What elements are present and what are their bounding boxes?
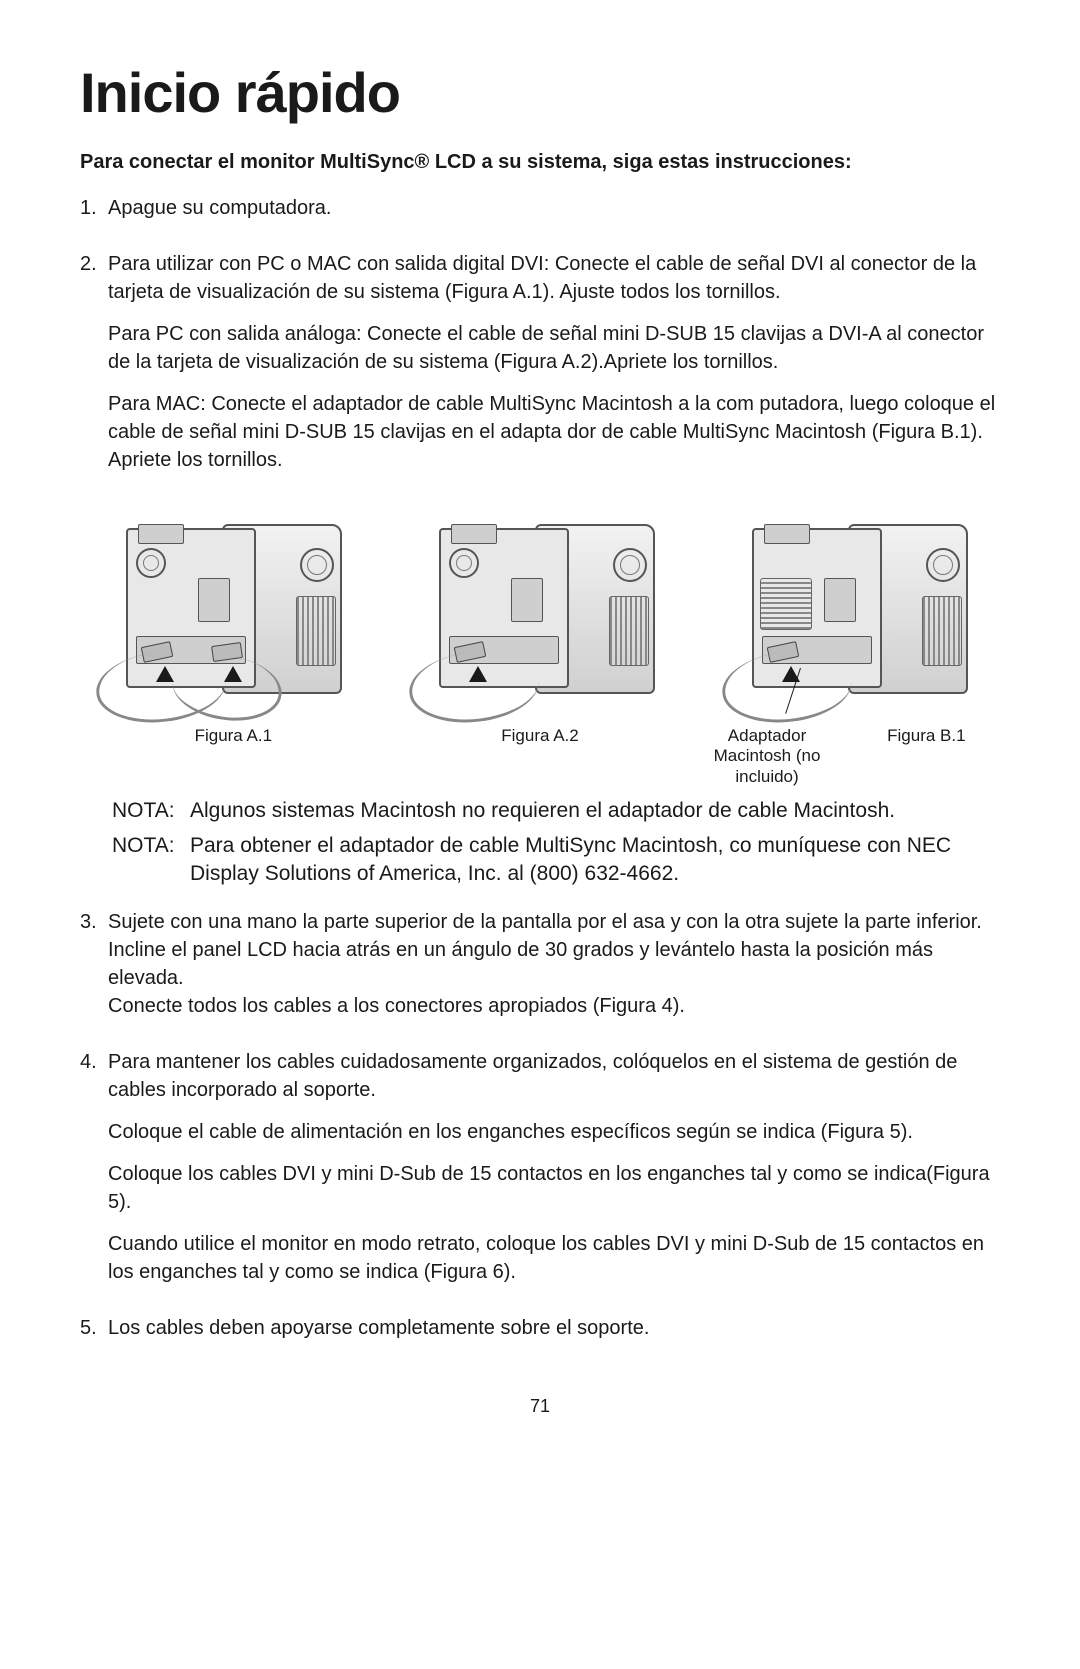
step-text: Para PC con salida análoga: Conecte el c… [108, 320, 1000, 376]
step-2: 2. Para utilizar con PC o MAC con salida… [80, 250, 1000, 488]
figure-a2 [393, 516, 686, 716]
note-label: NOTA: [112, 797, 190, 825]
step-body: Para utilizar con PC o MAC con salida di… [108, 250, 1000, 488]
step-number: 5. [80, 1314, 108, 1356]
note-text: Algunos sistemas Macintosh no requieren … [190, 797, 1000, 825]
computer-illustration [102, 516, 352, 716]
step-number: 1. [80, 194, 108, 236]
caption-a2: Figura A.2 [387, 726, 694, 787]
instruction-list-cont: 3. Sujete con una mano la parte superior… [80, 908, 1000, 1356]
computer-illustration [415, 516, 665, 716]
step-1: 1. Apague su computadora. [80, 194, 1000, 236]
step-body: Los cables deben apoyarse completamente … [108, 1314, 1000, 1356]
step-number: 2. [80, 250, 108, 488]
step-text: Coloque los cables DVI y mini D-Sub de 1… [108, 1160, 1000, 1216]
notes-block: NOTA: Algunos sistemas Macintosh no requ… [112, 797, 1000, 888]
step-text: Sujete con una mano la parte superior de… [108, 908, 1000, 992]
note-text: Para obtener el adaptador de cable Multi… [190, 832, 1000, 889]
step-text: Para utilizar con PC o MAC con salida di… [108, 250, 1000, 306]
intro-subtitle: Para conectar el monitor MultiSync® LCD … [80, 149, 1000, 176]
page-number: 71 [80, 1396, 1000, 1417]
step-body: Apague su computadora. [108, 194, 1000, 236]
instruction-list: 1. Apague su computadora. 2. Para utiliz… [80, 194, 1000, 488]
caption-b1: Adaptador Macintosh (no incluido) Figura… [693, 726, 1000, 787]
caption-b1-label: Figura B.1 [853, 726, 1000, 787]
step-text: Apague su computadora. [108, 194, 1000, 222]
step-3: 3. Sujete con una mano la parte superior… [80, 908, 1000, 1034]
caption-a1: Figura A.1 [80, 726, 387, 787]
step-text: Cuando utilice el monitor en modo retrat… [108, 1230, 1000, 1286]
figure-b1 [707, 516, 1000, 716]
note-2: NOTA: Para obtener el adaptador de cable… [112, 832, 1000, 889]
step-4: 4. Para mantener los cables cuidadosamen… [80, 1048, 1000, 1300]
figures-row [80, 516, 1000, 716]
step-5: 5. Los cables deben apoyarse completamen… [80, 1314, 1000, 1356]
step-number: 3. [80, 908, 108, 1034]
step-body: Sujete con una mano la parte superior de… [108, 908, 1000, 1034]
computer-illustration [728, 516, 978, 716]
step-text: Para mantener los cables cuidadosamente … [108, 1048, 1000, 1104]
page-title: Inicio rápido [80, 60, 1000, 125]
figure-a1 [80, 516, 373, 716]
caption-mac-adapter: Adaptador Macintosh (no incluido) [693, 726, 840, 787]
step-text: Conecte todos los cables a los conectore… [108, 992, 1000, 1020]
note-label: NOTA: [112, 832, 190, 889]
step-text: Los cables deben apoyarse completamente … [108, 1314, 1000, 1342]
figure-captions: Figura A.1 Figura A.2 Adaptador Macintos… [80, 726, 1000, 787]
step-body: Para mantener los cables cuidadosamente … [108, 1048, 1000, 1300]
note-1: NOTA: Algunos sistemas Macintosh no requ… [112, 797, 1000, 825]
step-text: Coloque el cable de alimentación en los … [108, 1118, 1000, 1146]
manual-page: Inicio rápido Para conectar el monitor M… [0, 0, 1080, 1457]
step-text: Para MAC: Conecte el adaptador de cable … [108, 390, 1000, 474]
step-number: 4. [80, 1048, 108, 1300]
